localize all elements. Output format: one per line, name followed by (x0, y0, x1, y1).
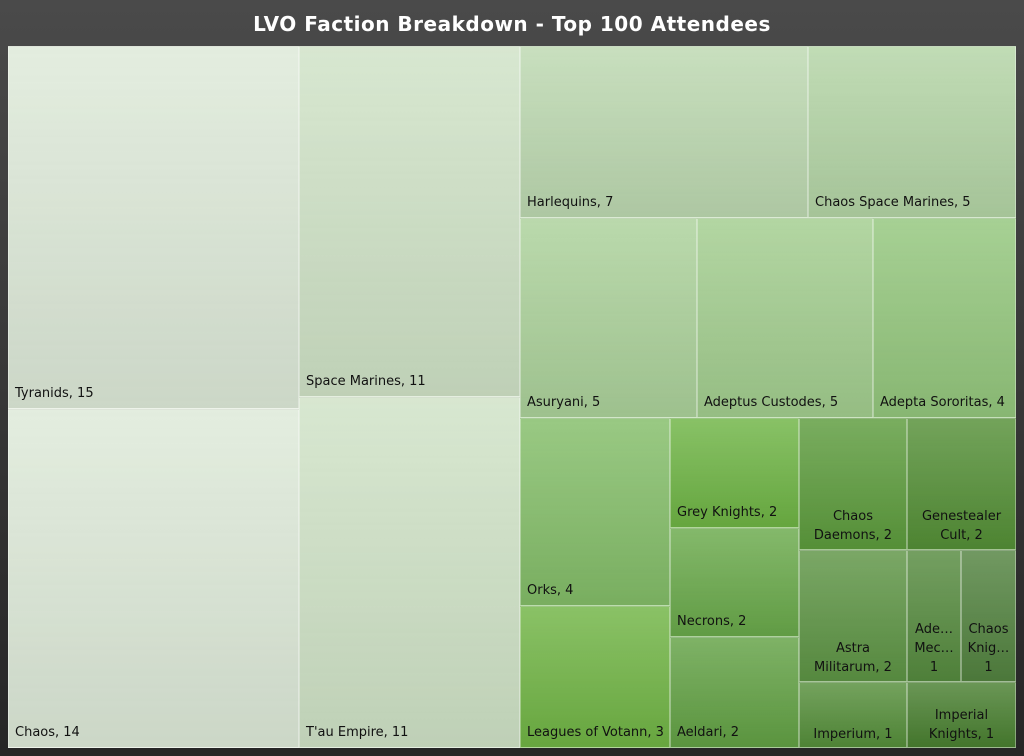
chart-title: LVO Faction Breakdown - Top 100 Attendee… (253, 12, 771, 36)
treemap-tile: Aeldari, 2 (670, 637, 799, 748)
tile-label: Chaos Knig… 1 (967, 622, 1010, 675)
tile-label: Tyranids, 15 (15, 386, 94, 401)
tile-label: Ade… Mec… 1 (914, 622, 954, 675)
treemap-tile: Tyranids, 15 (8, 46, 299, 409)
tile-label: Space Marines, 11 (306, 374, 426, 389)
treemap-tile: Asuryani, 5 (520, 218, 697, 418)
tile-label: Imperial Knights, 1 (928, 708, 995, 742)
treemap-tile: Space Marines, 11 (299, 46, 520, 397)
treemap-plot-area: Tyranids, 15 Chaos, 14 Space Marines, 11 T'… (8, 46, 1016, 748)
tile-label: Astra Militarum, 2 (814, 641, 892, 675)
treemap-tile: Adepta Sororitas, 4 (873, 218, 1016, 418)
treemap-tile: Chaos Space Marines, 5 (808, 46, 1016, 218)
treemap-tile: Chaos Daemons, 2 (799, 418, 907, 550)
treemap-tile: Astra Militarum, 2 (799, 550, 907, 682)
treemap-tile: Imperial Knights, 1 (907, 682, 1016, 748)
tile-label: Chaos, 14 (15, 725, 80, 740)
treemap-tile: Adeptus Custodes, 5 (697, 218, 873, 418)
treemap-tile: Chaos, 14 (8, 409, 299, 748)
treemap-tile: Harlequins, 7 (520, 46, 808, 218)
tile-label: Necrons, 2 (677, 614, 747, 629)
tile-label: Grey Knights, 2 (677, 505, 778, 520)
treemap-tile: Grey Knights, 2 (670, 418, 799, 528)
tile-label: Genestealer Cult, 2 (921, 509, 1002, 543)
tile-label: Adeptus Custodes, 5 (704, 395, 839, 410)
treemap-tile: Orks, 4 (520, 418, 670, 606)
treemap-tile: Genestealer Cult, 2 (907, 418, 1016, 550)
treemap-tile: Imperium, 1 (799, 682, 907, 748)
tile-label: Chaos Space Marines, 5 (815, 195, 971, 210)
tile-label: Imperium, 1 (813, 727, 893, 742)
treemap-tile: T'au Empire, 11 (299, 397, 520, 748)
tile-label: Asuryani, 5 (527, 395, 601, 410)
treemap-tile: Ade… Mec… 1 (907, 550, 961, 682)
tile-label: Harlequins, 7 (527, 195, 614, 210)
treemap-tile: Chaos Knig… 1 (961, 550, 1016, 682)
tile-label: Chaos Daemons, 2 (813, 509, 893, 543)
tile-label: Aeldari, 2 (677, 725, 739, 740)
tile-label: Leagues of Votann, 3 (527, 725, 664, 740)
treemap-tile: Leagues of Votann, 3 (520, 606, 670, 748)
treemap-tile: Necrons, 2 (670, 528, 799, 637)
tile-label: Adepta Sororitas, 4 (880, 395, 1005, 410)
tile-label: Orks, 4 (527, 583, 574, 598)
tile-label: T'au Empire, 11 (306, 725, 409, 740)
